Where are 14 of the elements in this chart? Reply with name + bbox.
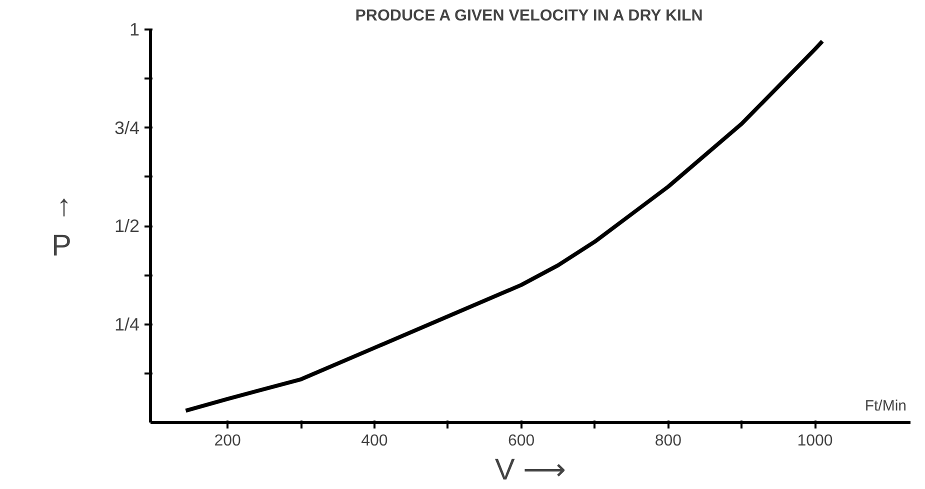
y-tick-label: 1/2: [114, 216, 140, 236]
chart-title: PRODUCE A GIVEN VELOCITY IN A DRY KILN: [355, 8, 703, 24]
x-tick-label: 1000: [797, 432, 833, 450]
x-axis-title: V ⟶: [494, 454, 566, 486]
y-axis-title: ↑ P: [51, 190, 72, 262]
x-tick-label: 800: [654, 432, 682, 450]
annotation: Ft/Min: [864, 398, 907, 414]
y-tick-label: 1/4: [114, 314, 140, 334]
x-tick-label: 200: [214, 432, 242, 450]
x-tick-label: 400: [361, 432, 388, 450]
x-tick-label: 600: [508, 432, 535, 450]
line-series: [184, 39, 824, 413]
y-tick-label: 1: [129, 20, 140, 40]
y-tick-label: 3/4: [114, 118, 140, 138]
